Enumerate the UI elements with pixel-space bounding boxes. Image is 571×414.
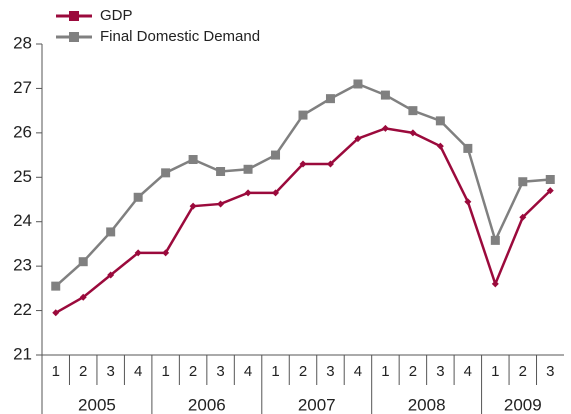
data-point <box>79 293 87 301</box>
data-point <box>519 213 527 221</box>
y-tick-label: 23 <box>13 256 32 275</box>
x-tick-label: 2 <box>189 363 197 380</box>
data-point <box>162 249 170 257</box>
data-point <box>107 271 115 279</box>
data-point <box>298 110 308 120</box>
data-point <box>545 175 555 185</box>
data-point <box>546 187 554 195</box>
data-point <box>436 142 444 150</box>
group-label: 2007 <box>298 395 336 414</box>
data-point <box>408 106 418 116</box>
x-tick-label: 2 <box>409 363 417 380</box>
data-point <box>188 155 198 165</box>
data-point <box>354 135 362 143</box>
x-tick-label: 3 <box>546 363 554 380</box>
x-tick-label: 2 <box>79 363 87 380</box>
y-tick-label: 22 <box>13 300 32 319</box>
legend-marker <box>69 11 79 21</box>
x-tick-label: 3 <box>216 363 224 380</box>
data-point <box>464 198 472 206</box>
y-tick-label: 27 <box>13 78 32 97</box>
x-tick-label: 1 <box>161 363 169 380</box>
data-point <box>133 192 143 202</box>
data-point <box>243 164 253 174</box>
group-label: 2005 <box>78 395 116 414</box>
x-tick-label: 4 <box>244 363 252 380</box>
x-tick-label: 3 <box>326 363 334 380</box>
x-tick-label: 1 <box>491 363 499 380</box>
legend-label: GDP <box>100 7 133 24</box>
data-point <box>381 124 389 132</box>
x-tick-label: 2 <box>299 363 307 380</box>
x-tick-label: 4 <box>464 363 472 380</box>
x-tick-label: 1 <box>381 363 389 380</box>
data-point <box>189 202 197 210</box>
data-point <box>380 90 390 100</box>
data-point <box>161 168 171 178</box>
data-point <box>490 235 500 245</box>
data-point <box>518 177 528 187</box>
x-tick-label: 2 <box>519 363 527 380</box>
data-point <box>106 227 116 237</box>
data-point <box>271 150 281 160</box>
data-point <box>78 257 88 267</box>
x-tick-label: 3 <box>436 363 444 380</box>
data-point <box>353 79 363 89</box>
data-point <box>51 281 61 291</box>
legend-label: Final Domestic Demand <box>100 28 260 45</box>
group-label: 2008 <box>408 395 446 414</box>
series-line <box>55 127 552 314</box>
x-tick-label: 1 <box>52 363 60 380</box>
y-tick-label: 26 <box>13 122 32 141</box>
y-tick-label: 24 <box>13 211 32 230</box>
x-tick-label: 4 <box>354 363 362 380</box>
data-point <box>244 189 252 197</box>
data-point <box>216 167 226 177</box>
x-tick-label: 3 <box>107 363 115 380</box>
data-point <box>52 309 60 317</box>
legend-marker <box>69 32 79 42</box>
data-point <box>272 189 280 197</box>
x-tick-label: 1 <box>271 363 279 380</box>
data-point <box>491 280 499 288</box>
y-tick-label: 28 <box>13 33 32 52</box>
y-tick-label: 21 <box>13 344 32 363</box>
data-point <box>134 249 142 257</box>
data-point <box>217 200 225 208</box>
data-point <box>299 160 307 168</box>
data-point <box>435 116 445 126</box>
data-point <box>409 129 417 137</box>
data-point <box>326 160 334 168</box>
data-point <box>463 143 473 153</box>
group-label: 2006 <box>188 395 226 414</box>
group-label: 2009 <box>504 395 542 414</box>
data-point <box>325 94 335 104</box>
y-tick-label: 25 <box>13 167 32 186</box>
x-tick-label: 4 <box>134 363 142 380</box>
